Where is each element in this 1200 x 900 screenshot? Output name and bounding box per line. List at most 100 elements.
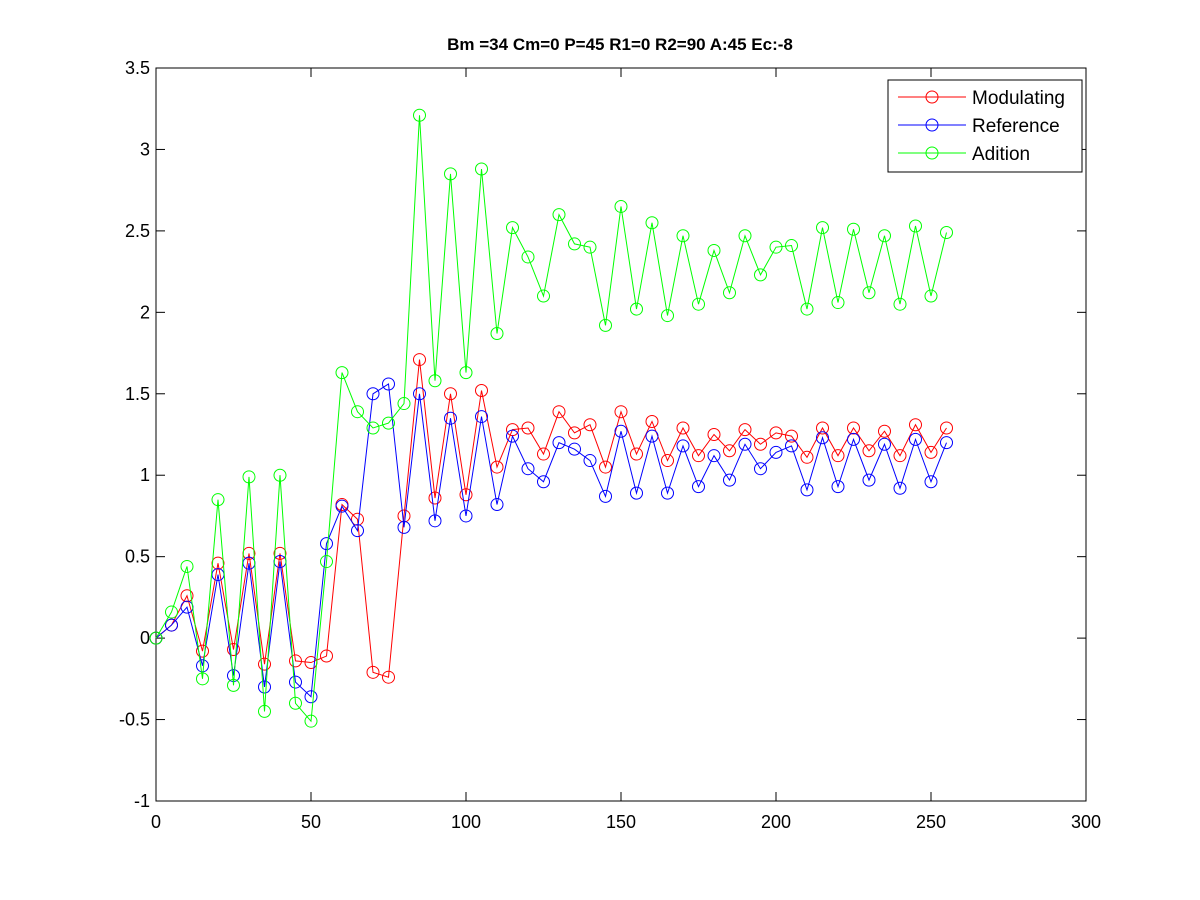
data-point-reference — [258, 680, 271, 694]
data-point-adition — [707, 243, 721, 257]
plot-area — [155, 67, 1087, 802]
data-point-adition — [924, 289, 938, 303]
data-point-adition — [444, 167, 457, 181]
y-tick-label: 2.5 — [125, 221, 150, 241]
data-point-reference — [800, 483, 814, 497]
y-tick-label: 0.5 — [125, 547, 150, 567]
data-point-adition — [692, 297, 705, 311]
data-point-reference — [816, 431, 829, 445]
data-point-modulating — [847, 421, 860, 435]
data-point-reference — [320, 537, 333, 551]
data-point-adition — [785, 239, 798, 253]
data-point-reference — [645, 429, 659, 443]
data-point-modulating — [413, 353, 426, 367]
data-point-adition — [273, 468, 287, 482]
series-line-reference — [155, 383, 947, 698]
data-point-reference — [878, 437, 891, 451]
data-point-adition — [475, 162, 488, 176]
data-point-adition — [614, 199, 628, 213]
series-layer — [149, 108, 953, 728]
data-point-reference — [831, 480, 845, 494]
legend: Modulating Reference Adition — [887, 79, 1083, 173]
data-point-modulating — [862, 444, 876, 458]
data-point-reference — [583, 454, 597, 468]
data-point-reference — [552, 436, 566, 450]
data-point-adition — [847, 222, 860, 236]
data-point-reference — [490, 498, 504, 512]
y-tick-label: 1.5 — [125, 384, 150, 404]
data-point-modulating — [785, 429, 798, 443]
x-axis: 0 50 100 150 200 250 300 — [151, 68, 1101, 832]
data-point-modulating — [227, 643, 240, 657]
data-point-reference — [382, 377, 395, 391]
x-tick-label: 0 — [151, 812, 161, 832]
y-tick-label: 0 — [140, 628, 150, 648]
data-point-modulating — [289, 654, 302, 668]
data-point-adition — [149, 631, 163, 645]
data-point-adition — [583, 240, 597, 254]
y-tick-label: 1 — [140, 465, 150, 485]
data-point-reference — [428, 514, 442, 528]
legend-label: Adition — [972, 144, 1030, 165]
data-point-modulating — [196, 644, 209, 658]
data-point-reference — [754, 462, 767, 476]
series-adition — [149, 108, 953, 728]
data-point-modulating — [428, 491, 442, 505]
data-point-adition — [397, 397, 411, 411]
data-point-adition — [893, 297, 907, 311]
data-point-modulating — [816, 421, 829, 435]
series-modulating — [149, 353, 953, 684]
data-point-adition — [459, 366, 473, 380]
data-point-modulating — [676, 421, 690, 435]
data-point-reference — [661, 486, 674, 500]
data-point-reference — [723, 473, 736, 487]
legend-swatch-marker — [925, 146, 939, 160]
data-point-modulating — [180, 589, 194, 603]
data-point-modulating — [924, 445, 938, 459]
data-point-reference — [475, 410, 488, 424]
y-tick-label: 2 — [140, 302, 150, 322]
data-point-modulating — [940, 421, 953, 435]
data-point-reference — [847, 432, 860, 446]
chart-title: Bm =34 Cm=0 P=45 R1=0 R2=90 A:45 Ec:-8 — [447, 35, 793, 54]
data-point-reference — [676, 439, 690, 453]
data-point-modulating — [475, 384, 488, 398]
data-point-adition — [366, 421, 380, 435]
data-point-modulating — [459, 488, 473, 502]
data-point-adition — [490, 327, 504, 341]
data-point-adition — [862, 286, 876, 300]
legend-label: Modulating — [972, 88, 1065, 109]
data-point-modulating — [893, 449, 907, 463]
data-point-modulating — [273, 546, 287, 560]
data-point-modulating — [583, 418, 597, 432]
y-tick-label: 3 — [140, 139, 150, 159]
data-point-reference — [521, 462, 535, 476]
data-point-reference — [893, 481, 907, 495]
data-point-modulating — [738, 423, 752, 437]
data-point-adition — [242, 470, 256, 484]
data-point-modulating — [707, 428, 721, 441]
data-point-modulating — [537, 447, 550, 461]
data-point-adition — [645, 216, 659, 230]
legend-item-modulating: Modulating — [898, 88, 1065, 109]
data-point-adition — [909, 219, 922, 233]
x-tick-label: 100 — [451, 812, 481, 832]
data-point-reference — [289, 675, 302, 689]
data-point-adition — [428, 374, 442, 388]
data-point-reference — [769, 445, 783, 459]
data-point-adition — [258, 704, 271, 718]
data-point-reference — [335, 499, 349, 513]
data-point-reference — [366, 387, 380, 401]
legend-swatch-marker — [925, 90, 939, 104]
data-point-adition — [723, 286, 736, 300]
data-point-adition — [382, 416, 395, 430]
series-line-modulating — [155, 359, 947, 678]
x-tick-label: 150 — [606, 812, 636, 832]
data-point-reference — [599, 489, 612, 503]
data-point-modulating — [351, 512, 364, 526]
data-point-modulating — [366, 665, 380, 679]
data-point-adition — [351, 405, 364, 419]
data-point-reference — [444, 411, 457, 425]
data-point-adition — [769, 240, 783, 254]
